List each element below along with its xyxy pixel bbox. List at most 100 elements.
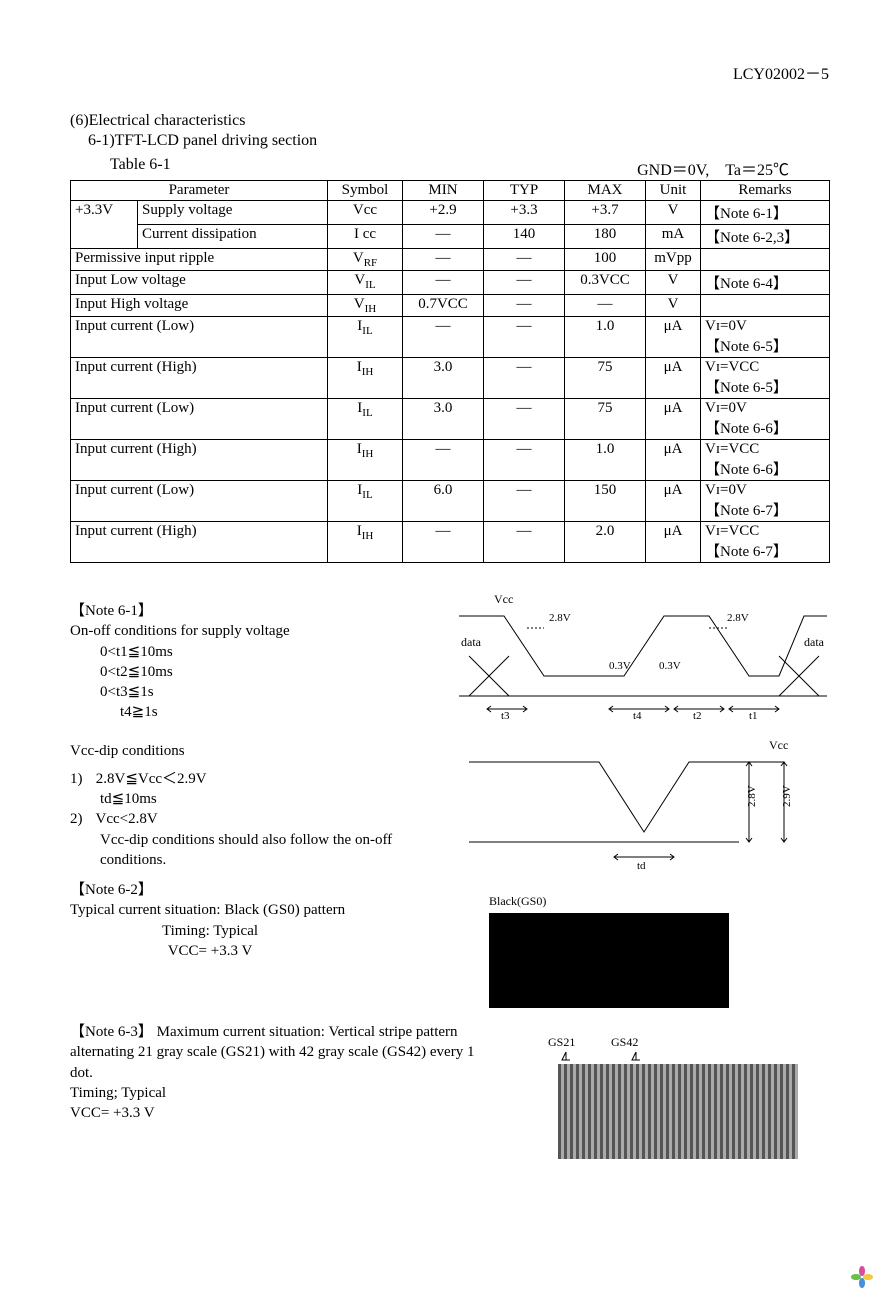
cell: V — [646, 201, 701, 225]
note-6-1-line: On-off conditions for supply voltage — [70, 621, 431, 641]
note-6-3-l2: Timing; Typical — [70, 1083, 500, 1103]
cell: — — [484, 249, 565, 271]
cell: IIL — [328, 481, 403, 522]
cell: Vɪ=0V 【Note 6-7】 — [701, 481, 830, 522]
cell: Input current (Low) — [71, 481, 328, 522]
cell: 140 — [484, 225, 565, 249]
doc-number: LCY02002－5 — [70, 60, 829, 84]
note-6-2-l2: Timing: Typical — [70, 921, 350, 941]
cell: V — [646, 295, 701, 317]
table-row: Input current (High) IIH — — 2.0 μA Vɪ=V… — [71, 522, 830, 563]
table-conditions: GND＝0V, Ta＝25℃ — [637, 156, 789, 180]
note-6-1-c4: t4≧1s — [120, 702, 431, 722]
cell: 2.0 — [565, 522, 646, 563]
col-typ: TYP — [484, 181, 565, 201]
vcc-dip-2-cond: Vcc<2.8V — [95, 811, 157, 827]
cell: Input Low voltage — [71, 271, 328, 295]
cell: Input current (High) — [71, 522, 328, 563]
note-6-2-l3: VCC= +3.3 V — [70, 941, 350, 961]
cell: — — [565, 295, 646, 317]
cell: — — [484, 481, 565, 522]
col-symbol: Symbol — [328, 181, 403, 201]
cell: Vcc — [328, 201, 403, 225]
cell: Vɪ=VCC 【Note 6-6】 — [701, 440, 830, 481]
cell: VRF — [328, 249, 403, 271]
table-row: Input current (Low) IIL 3.0 — 75 μA Vɪ=0… — [71, 399, 830, 440]
col-parameter: Parameter — [71, 181, 328, 201]
cell: Vɪ=VCC 【Note 6-5】 — [701, 358, 830, 399]
table-label: Table 6-1 — [110, 156, 171, 174]
svg-text:2.8V: 2.8V — [727, 612, 749, 624]
cell: IIH — [328, 440, 403, 481]
cell: mA — [646, 225, 701, 249]
cell: μA — [646, 358, 701, 399]
cell: — — [403, 225, 484, 249]
note-6-2-title: 【Note 6-2】 — [70, 880, 431, 900]
cell: 1.0 — [565, 317, 646, 358]
cell: 3.0 — [403, 399, 484, 440]
col-unit: Unit — [646, 181, 701, 201]
cell: VIL — [328, 271, 403, 295]
note-6-1-c3: 0<t3≦1s — [100, 682, 431, 702]
svg-text:data: data — [461, 635, 482, 649]
section-heading: (6)Electrical characteristics — [70, 112, 829, 130]
cell — [701, 249, 830, 271]
cell: μA — [646, 399, 701, 440]
spec-table: Parameter Symbol MIN TYP MAX Unit Remark… — [70, 180, 830, 563]
cell: IIL — [328, 317, 403, 358]
note-6-2-l1: Typical current situation: Black (GS0) p… — [70, 900, 431, 920]
cell: Input current (High) — [71, 358, 328, 399]
table-row: Input Low voltage VIL — — 0.3VCC V 【Note… — [71, 271, 830, 295]
cell: +2.9 — [403, 201, 484, 225]
vcc-dip-1-cond: 2.8V≦Vcc＜2.9V — [96, 771, 207, 787]
cell: — — [484, 399, 565, 440]
cell: Permissive input ripple — [71, 249, 328, 271]
cell: Input current (Low) — [71, 399, 328, 440]
cell: μA — [646, 440, 701, 481]
cell: — — [484, 358, 565, 399]
gs21-label: GS21 — [548, 1034, 608, 1050]
cell: — — [403, 522, 484, 563]
cell: +3.3V — [71, 201, 138, 249]
cell: 0.3VCC — [565, 271, 646, 295]
cell: 0.7VCC — [403, 295, 484, 317]
cell: — — [484, 522, 565, 563]
col-max: MAX — [565, 181, 646, 201]
cell: μA — [646, 522, 701, 563]
vcc-dip-1-td: td≦10ms — [100, 789, 431, 809]
cell: 1.0 — [565, 440, 646, 481]
svg-text:t3: t3 — [501, 710, 510, 722]
cell: 3.0 — [403, 358, 484, 399]
cell: — — [403, 271, 484, 295]
cell: μA — [646, 317, 701, 358]
timing-diagram-1: Vcc 2.8V 2.8V data data — [449, 591, 829, 731]
cell: Input current (High) — [71, 440, 328, 481]
table-row: +3.3V Supply voltage Vcc +2.9 +3.3 +3.7 … — [71, 201, 830, 225]
cell: Input High voltage — [71, 295, 328, 317]
table-row: Input current (High) IIH — — 1.0 μA Vɪ=V… — [71, 440, 830, 481]
cell: mVpp — [646, 249, 701, 271]
svg-text:t4: t4 — [633, 710, 642, 722]
svg-text:t1: t1 — [749, 710, 758, 722]
cell: — — [403, 440, 484, 481]
cell: 150 — [565, 481, 646, 522]
gs42-label: GS42 — [611, 1035, 638, 1049]
svg-text:data: data — [804, 635, 825, 649]
cell: +3.3 — [484, 201, 565, 225]
vcc-dip-diagram: Vcc 2.8V 2.9V td — [449, 737, 829, 887]
cell: 75 — [565, 358, 646, 399]
vcc-dip-title: Vcc-dip conditions — [70, 741, 431, 761]
cell: — — [484, 440, 565, 481]
black-caption: Black(GS0) — [489, 893, 829, 909]
cell: Input current (Low) — [71, 317, 328, 358]
svg-text:td: td — [637, 860, 646, 872]
cell: IIH — [328, 358, 403, 399]
note-6-1-c2: 0<t2≦10ms — [100, 662, 431, 682]
table-header-row: Parameter Symbol MIN TYP MAX Unit Remark… — [71, 181, 830, 201]
svg-text:2.8V: 2.8V — [746, 785, 758, 807]
svg-text:0.3V: 0.3V — [609, 660, 631, 672]
cell: Supply voltage — [138, 201, 328, 225]
cell: V — [646, 271, 701, 295]
cell: — — [484, 317, 565, 358]
cell: — — [403, 317, 484, 358]
